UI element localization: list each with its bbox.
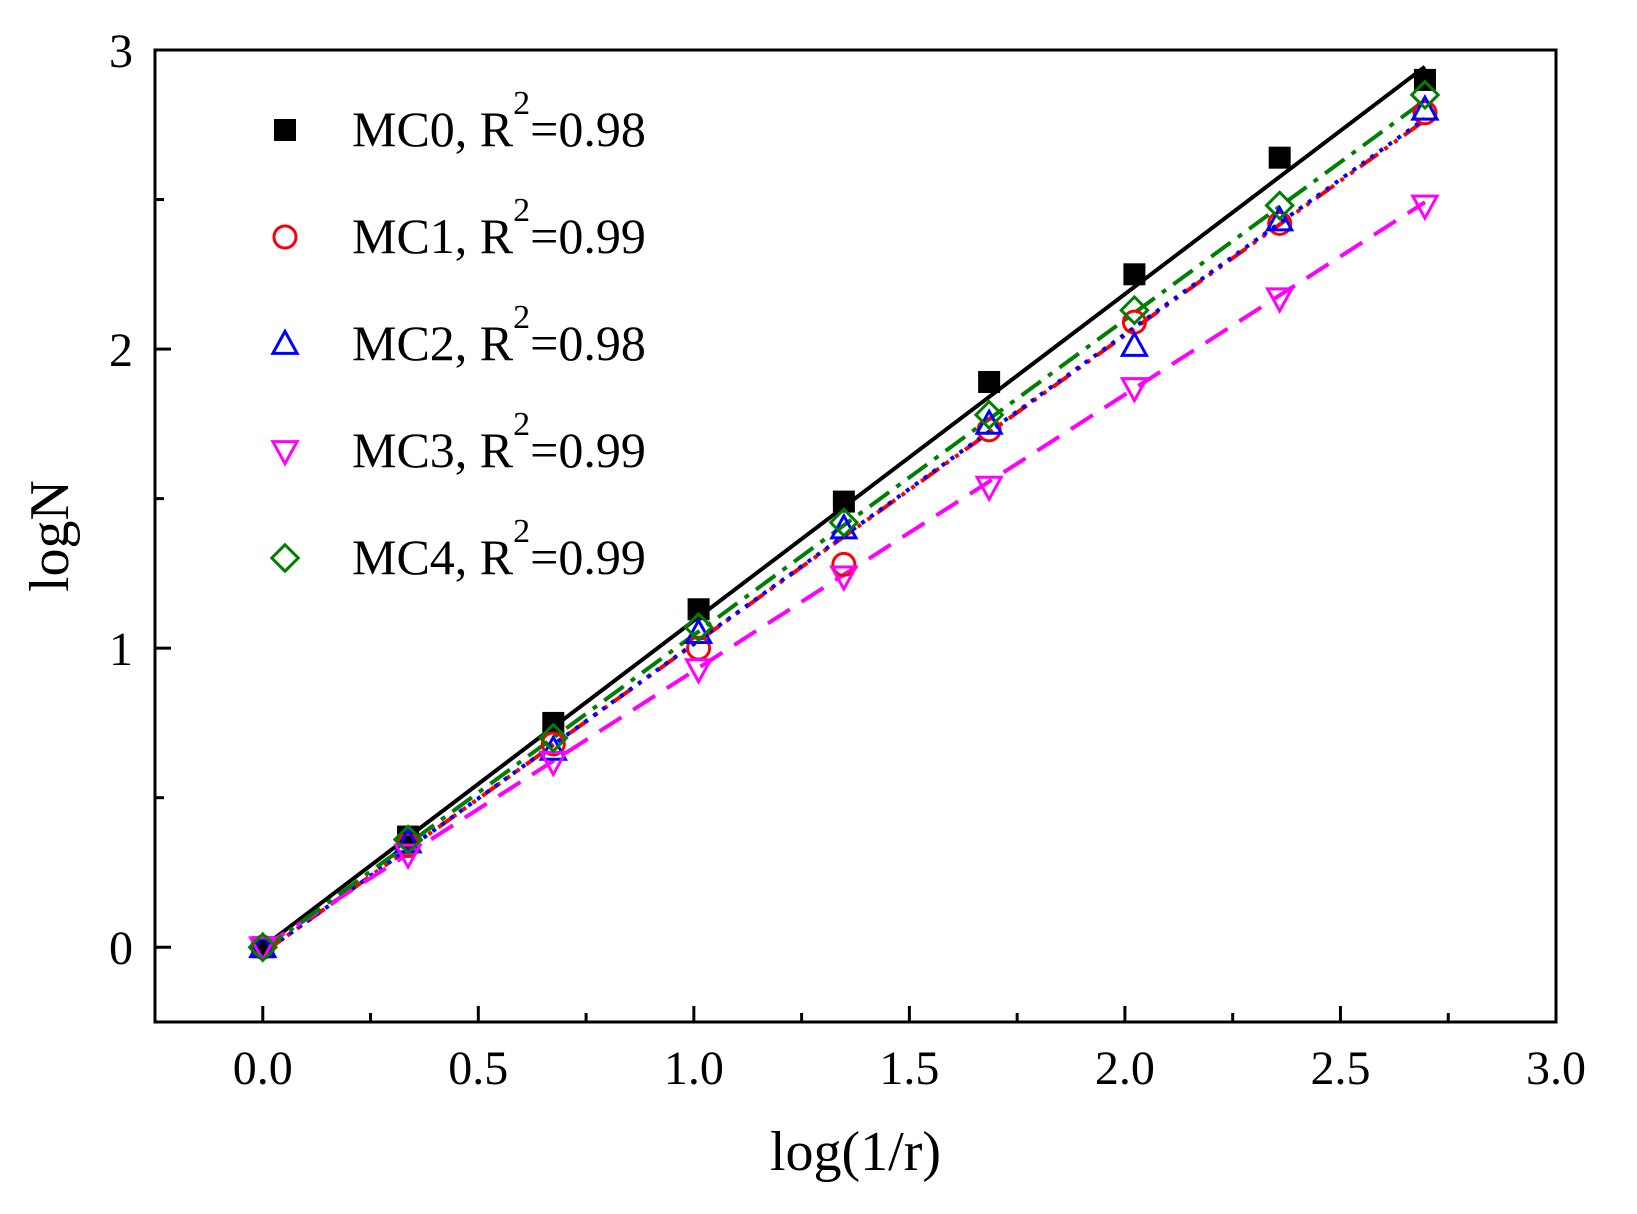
legend-label-mc1: MC1, R2=0.99 xyxy=(352,192,646,264)
point-mc1 xyxy=(1267,210,1293,236)
legend-marker-mc0 xyxy=(274,119,296,141)
point-mc4 xyxy=(1119,294,1150,326)
x-tick-label: 3.0 xyxy=(1526,1042,1586,1095)
axis-ticks xyxy=(155,48,1558,1022)
point-mc3 xyxy=(683,658,714,685)
x-tick-label: 0.5 xyxy=(448,1042,508,1095)
point-mc2 xyxy=(1119,330,1150,357)
x-tick-label: 2.5 xyxy=(1310,1042,1370,1095)
point-mc2 xyxy=(248,931,278,959)
point-mc3 xyxy=(1410,194,1440,222)
data-points xyxy=(247,68,1441,963)
y-tick-label: 1 xyxy=(109,623,133,676)
point-mc2 xyxy=(1265,204,1295,232)
point-mc4 xyxy=(537,722,569,754)
point-mc3 xyxy=(1119,377,1150,404)
legend-label-mc2: MC2, R2=0.98 xyxy=(352,299,646,371)
point-mc1 xyxy=(540,731,566,757)
point-mc2 xyxy=(538,734,568,761)
point-mc2 xyxy=(1410,94,1440,121)
fit-line-mc4 xyxy=(261,98,1427,952)
plot-frame xyxy=(153,48,1558,1024)
legend-marker-mc1 xyxy=(272,224,298,250)
x-tick-label: 2.0 xyxy=(1095,1042,1155,1095)
legend-marker-mc4 xyxy=(269,542,301,574)
point-mc4 xyxy=(828,507,860,538)
point-mc4 xyxy=(683,611,714,643)
tick-labels: 0.0 0.5 1.0 1.5 2.0 2.5 3.0 0 1 2 3 xyxy=(109,25,1586,1095)
point-mc0 xyxy=(1123,263,1146,286)
point-mc3 xyxy=(248,936,278,963)
y-tick-label: 3 xyxy=(109,25,133,78)
y-axis-title: logN xyxy=(19,480,81,592)
x-axis-title: log(1/r) xyxy=(770,1121,941,1183)
legend-marker-mc2 xyxy=(270,328,300,355)
point-mc0 xyxy=(978,370,1001,393)
point-mc2 xyxy=(683,617,714,645)
x-tick-label: 0.0 xyxy=(233,1042,293,1095)
point-mc4 xyxy=(1409,79,1441,111)
legend-marker-mc3 xyxy=(270,440,300,467)
point-mc4 xyxy=(392,824,424,855)
x-tick-label: 1.5 xyxy=(879,1042,939,1095)
legend-label-mc4: MC4, R2=0.99 xyxy=(352,513,646,585)
point-mc1 xyxy=(1412,100,1438,126)
point-mc0 xyxy=(832,490,855,513)
point-mc1 xyxy=(831,551,857,577)
y-tick-label: 0 xyxy=(109,922,133,975)
y-tick-label: 2 xyxy=(109,324,133,377)
point-mc4 xyxy=(247,931,279,963)
point-mc3 xyxy=(1265,287,1295,314)
point-mc0 xyxy=(1268,146,1291,169)
point-mc0 xyxy=(687,598,710,621)
point-mc3 xyxy=(393,843,423,871)
legend-label-mc0: MC0, R2=0.98 xyxy=(352,85,646,157)
legend-label-mc3: MC3, R2=0.99 xyxy=(352,406,646,478)
legend: MC0, R2=0.98 MC1, R2=0.99 MC2, R2=0.98 MC3,… xyxy=(269,85,646,585)
x-tick-label: 1.0 xyxy=(664,1042,724,1095)
point-mc3 xyxy=(974,475,1004,503)
point-mc4 xyxy=(973,399,1005,431)
point-mc2 xyxy=(829,512,859,540)
point-mc4 xyxy=(1264,190,1296,221)
point-mc3 xyxy=(829,565,859,593)
